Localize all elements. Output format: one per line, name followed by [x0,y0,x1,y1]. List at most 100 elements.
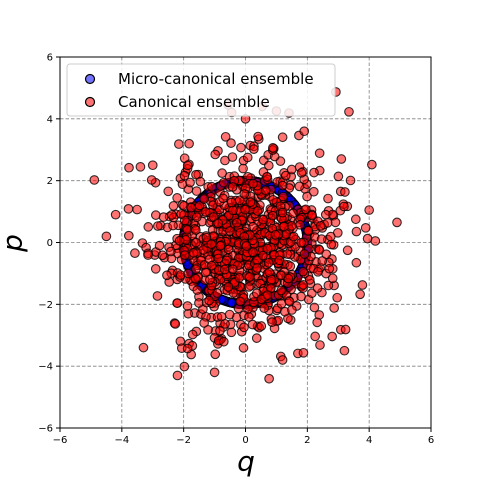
canonical-point [351,257,362,268]
canonical-point [309,167,319,178]
canonical-point [339,345,350,356]
canonical-point [294,181,305,192]
canonical-point [262,243,273,254]
canonical-point [286,164,297,175]
canonical-point [240,204,250,215]
canonical-point [357,280,368,290]
canonical-point [238,163,248,174]
canonical-point [234,272,245,283]
canonical-point [253,131,263,142]
canonical-point [184,138,194,149]
canonical-point [299,126,310,137]
canonical-point [172,298,182,308]
canonical-point [191,225,201,235]
canonical-point [251,333,262,343]
canonical-series [89,87,402,384]
canonical-point [213,253,224,264]
canonical-point [132,204,142,215]
canonical-point [263,160,274,171]
canonical-point [326,239,337,250]
canonical-point [262,172,272,182]
canonical-point [182,301,193,311]
canonical-point [228,205,238,216]
canonical-point [320,209,331,220]
legend-marker-canonical [84,96,96,108]
canonical-point [295,219,305,230]
canonical-point [324,263,335,274]
canonical-point [351,226,362,237]
canonical-point [264,373,274,384]
canonical-point [325,231,336,242]
legend-marker-micro-canonical [84,73,96,85]
canonical-point [150,264,161,274]
canonical-point [296,237,307,248]
canonical-point [191,237,201,248]
canonical-point [239,189,250,199]
canonical-point [143,222,154,232]
canonical-point [274,255,285,266]
canonical-point [344,106,354,117]
canonical-point [312,283,323,293]
canonical-point [300,204,311,215]
canonical-point [152,221,163,231]
canonical-point [172,193,182,203]
canonical-point [203,324,213,335]
canonical-point [267,210,278,221]
x-tick-label: 4 [366,435,372,446]
canonical-point [180,250,190,260]
x-tick-label: −4 [114,435,129,446]
canonical-point [286,221,297,231]
canonical-point [213,218,223,229]
canonical-point [308,186,319,197]
canonical-point [333,171,344,182]
canonical-point [167,210,177,220]
canonical-point [220,131,231,142]
canonical-point [249,144,259,155]
canonical-point [316,234,327,244]
canonical-point [236,142,246,153]
canonical-point [238,343,249,353]
canonical-point [179,170,190,181]
canonical-point [158,212,169,222]
canonical-point [204,295,214,306]
canonical-point [278,191,289,202]
canonical-point [298,347,309,358]
canonical-point [190,273,201,284]
canonical-point [304,275,315,285]
x-tick-label: 0 [242,435,248,446]
canonical-point [224,226,235,236]
canonical-point [166,246,176,257]
canonical-point [110,209,121,220]
y-tick-label: −2 [38,300,53,311]
y-tick-label: 4 [47,114,53,125]
y-axis-title: p [0,234,29,253]
canonical-point [185,177,195,188]
canonical-point [277,180,288,191]
canonical-point [276,298,287,309]
canonical-point [89,175,100,185]
canonical-point [215,241,226,251]
canonical-point [226,138,236,148]
canonical-point [298,266,308,277]
legend-label-canonical: Canonical ensemble [118,93,270,111]
canonical-point [278,221,289,232]
canonical-point [223,244,234,255]
canonical-point [215,325,225,336]
y-tick-label: −4 [38,362,53,373]
canonical-point [310,331,321,342]
canonical-point [315,221,326,231]
canonical-point [299,249,310,259]
canonical-point [244,312,254,322]
canonical-point [245,197,256,208]
canonical-point [313,266,323,277]
canonical-point [217,168,227,178]
y-tick-label: 2 [47,176,53,187]
canonical-point [314,245,325,255]
canonical-point [172,370,183,381]
canonical-point [392,217,402,228]
canonical-point [182,160,193,171]
canonical-point [268,194,278,205]
canonical-point [168,220,178,231]
canonical-point [218,177,229,188]
canonical-point [138,342,149,353]
